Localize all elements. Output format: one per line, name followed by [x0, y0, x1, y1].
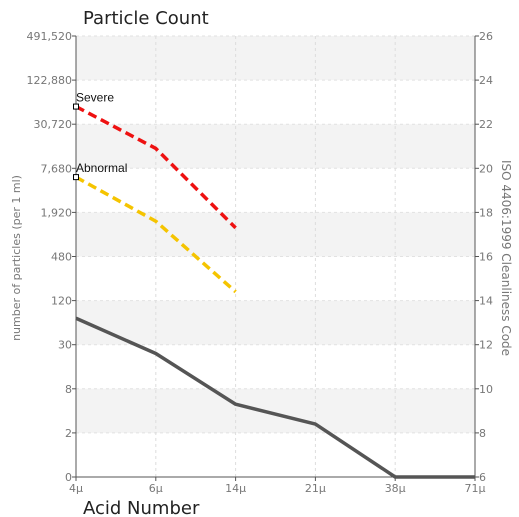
gridlines	[76, 35, 475, 478]
left-axis-ticks: 0 2 8 30 120 480 1,920 7,680 30,720 122,880 491,52…	[27, 30, 76, 484]
footer-label: Acid Number	[83, 498, 200, 517]
right-tick-label: 8	[479, 427, 486, 440]
left-tick-label: 0	[65, 471, 72, 484]
series-lines	[75, 105, 475, 479]
annotation-label: Severe	[76, 91, 114, 105]
left-tick-label: 491,520	[27, 30, 73, 43]
x-tick-label: 21μ	[305, 482, 326, 495]
annotations: Severe Abnormal	[73, 91, 127, 181]
right-tick-label: 10	[479, 383, 493, 396]
right-tick-label: 14	[479, 295, 493, 308]
series-line-0	[75, 316, 475, 479]
left-axis-title: number of particles (per 1 ml)	[10, 175, 23, 341]
x-tick-label: 14μ	[225, 482, 246, 495]
left-tick-label: 2	[65, 427, 72, 440]
annotation-marker	[73, 174, 79, 181]
left-tick-label: 480	[51, 251, 72, 264]
left-tick-label: 122,880	[27, 74, 73, 87]
x-tick-label: 71μ	[465, 482, 486, 495]
right-tick-label: 22	[479, 118, 493, 131]
plot-band	[76, 388, 475, 433]
left-tick-label: 120	[51, 295, 72, 308]
annotation-label: Abnormal	[76, 161, 127, 175]
right-axis-title: ISO 4406:1999 Cleanliness Code	[499, 160, 513, 356]
series-line-2	[75, 175, 237, 294]
right-tick-label: 26	[479, 30, 493, 43]
plot-band	[76, 36, 475, 81]
x-tick-label: 4μ	[69, 482, 83, 495]
plot-band	[76, 212, 475, 257]
left-tick-label: 1,920	[41, 206, 73, 219]
x-tick-label: 6μ	[149, 482, 163, 495]
right-tick-label: 24	[479, 74, 493, 87]
right-tick-label: 16	[479, 251, 493, 264]
series-line-1	[75, 105, 237, 230]
plot-bands	[76, 36, 475, 433]
left-tick-label: 30,720	[34, 118, 73, 131]
right-tick-label: 6	[479, 471, 486, 484]
right-tick-label: 18	[479, 206, 493, 219]
right-tick-label: 20	[479, 162, 493, 175]
x-tick-label: 38μ	[385, 482, 406, 495]
left-tick-label: 8	[65, 383, 72, 396]
chart-title: Particle Count	[83, 8, 209, 29]
left-tick-label: 7,680	[41, 162, 73, 175]
right-tick-label: 12	[479, 339, 493, 352]
plot-band	[76, 124, 475, 169]
annotation-marker	[73, 103, 79, 110]
plot-band	[76, 300, 475, 345]
left-tick-label: 30	[58, 339, 72, 352]
right-axis-ticks: 6 8 10 12 14 16 18 20 22 24 26	[475, 30, 493, 484]
x-axis-ticks: 4μ 6μ 14μ 21μ 38μ 71μ	[69, 477, 486, 495]
